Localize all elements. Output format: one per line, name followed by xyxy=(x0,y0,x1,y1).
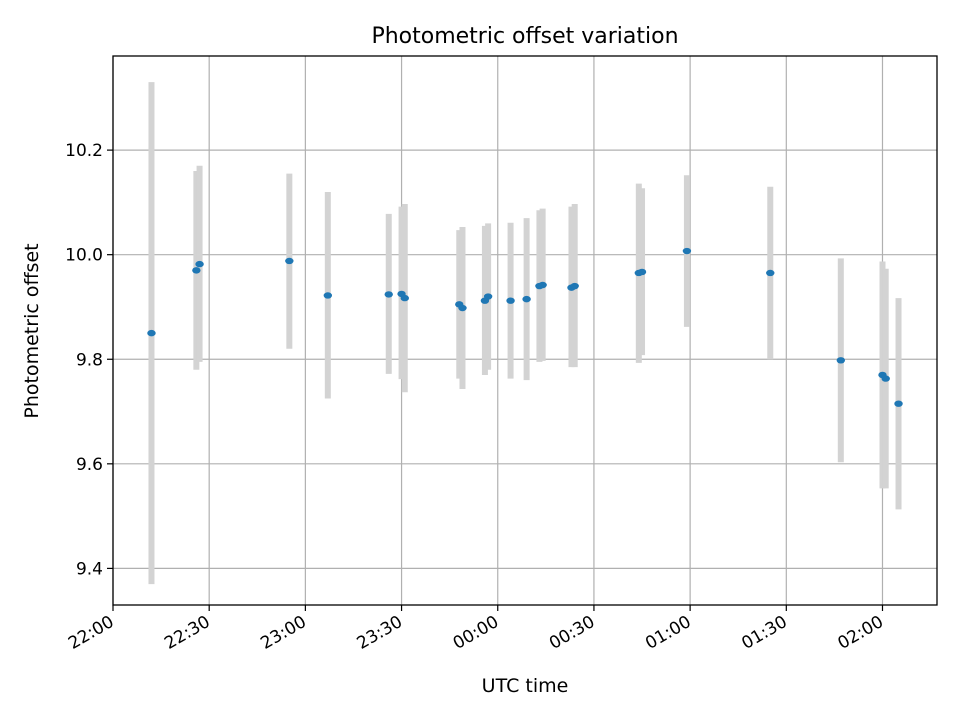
y-tick-label: 10.0 xyxy=(65,246,103,266)
plot-frame xyxy=(112,55,938,606)
data-point xyxy=(682,247,692,255)
y-tick-label: 10.2 xyxy=(65,141,103,161)
data-point xyxy=(483,293,493,300)
data-point xyxy=(285,257,294,265)
data-point xyxy=(836,357,846,364)
data-point xyxy=(458,304,467,312)
data-point xyxy=(894,400,903,407)
data-point xyxy=(637,268,647,276)
data-point xyxy=(766,269,775,277)
y-axis-label: Photometric offset xyxy=(21,243,43,418)
x-axis-label: UTC time xyxy=(482,675,569,697)
y-tick-label: 9.4 xyxy=(76,559,103,579)
data-point xyxy=(538,281,547,289)
data-point xyxy=(192,267,201,274)
data-point xyxy=(147,329,156,337)
data-point xyxy=(881,375,890,382)
data-point xyxy=(400,294,409,302)
data-point xyxy=(195,260,204,268)
data-point xyxy=(570,282,579,290)
data-point xyxy=(522,295,531,303)
data-point xyxy=(323,292,333,299)
y-tick-label: 9.8 xyxy=(76,350,103,370)
y-tick-label: 9.6 xyxy=(76,455,103,475)
data-point xyxy=(506,297,515,304)
point-layer xyxy=(147,247,903,407)
data-point xyxy=(384,291,393,298)
chart-title: Photometric offset variation xyxy=(371,24,678,49)
y-tick-layer: 9.4 9.6 9.8 10.0 10.2 xyxy=(65,141,113,579)
